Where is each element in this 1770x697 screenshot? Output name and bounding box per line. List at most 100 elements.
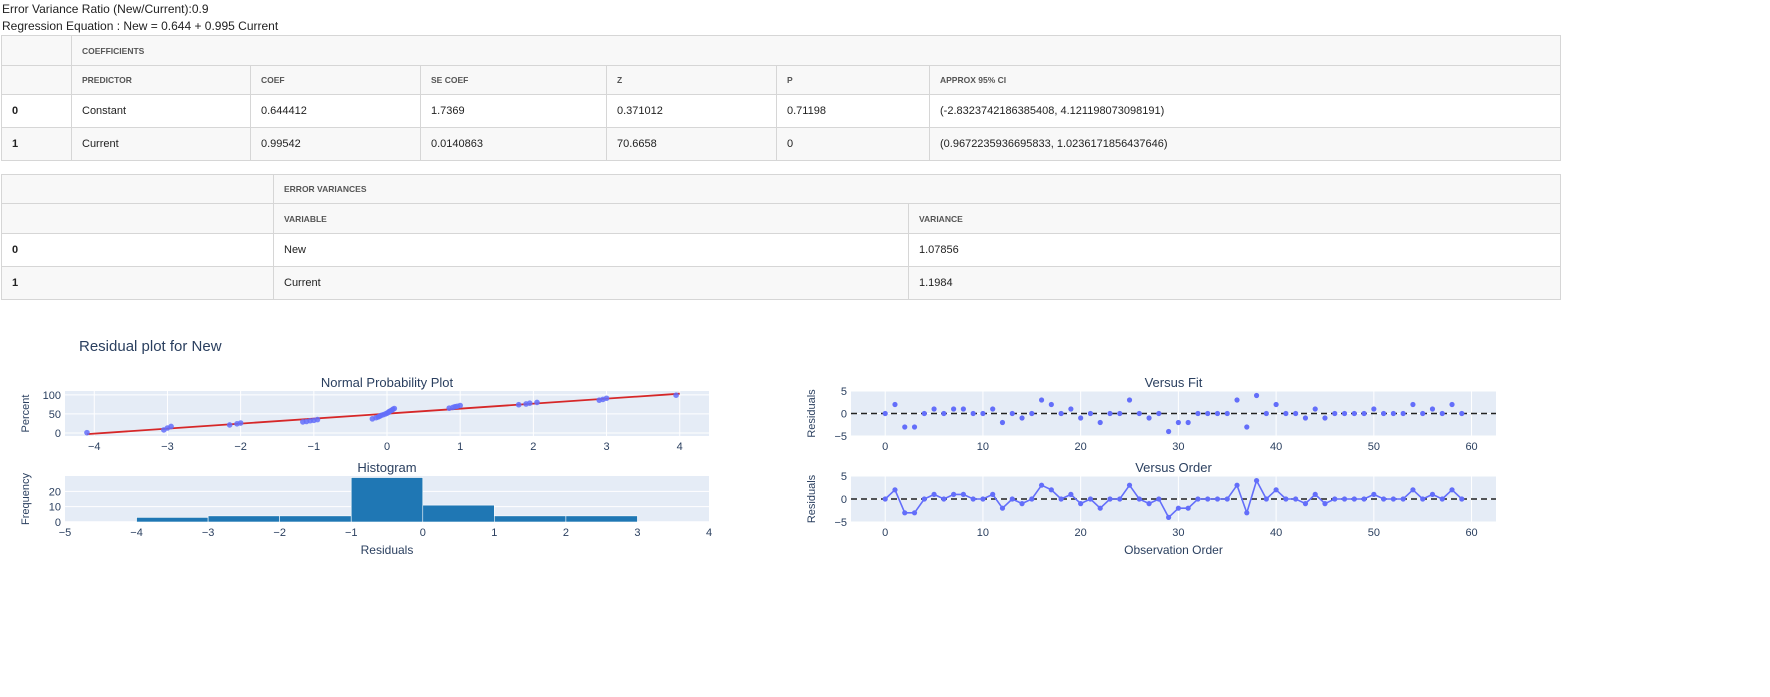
normal-probability-x-tick-label: 4 bbox=[677, 441, 683, 453]
versus-order-point bbox=[1029, 496, 1035, 502]
versus-order-x-tick-label: 0 bbox=[882, 527, 888, 539]
versus-fit-point bbox=[1332, 410, 1338, 417]
versus-fit-point bbox=[1185, 419, 1191, 426]
table-row: 1 Current 1.1984 bbox=[1, 266, 1561, 300]
cell-variable: Current bbox=[273, 266, 909, 300]
versus-order-x-tick-label: 40 bbox=[1270, 527, 1282, 539]
histogram-bar bbox=[350, 477, 424, 523]
versus-fit-point bbox=[892, 401, 898, 408]
versus-fit-x-tick-label: 60 bbox=[1465, 441, 1477, 453]
versus-order-point bbox=[999, 505, 1006, 511]
versus-fit-point bbox=[1273, 401, 1279, 408]
versus-fit-point bbox=[1087, 410, 1094, 417]
versus-order-point bbox=[1078, 501, 1084, 507]
versus-order-point bbox=[951, 491, 957, 497]
versus-fit-y-tick-label: 5 bbox=[841, 386, 847, 398]
cell-predictor: Constant bbox=[71, 94, 251, 128]
versus-fit-point bbox=[931, 406, 937, 412]
versus-fit-title: Versus Fit bbox=[1145, 375, 1203, 390]
versus-order-point bbox=[931, 491, 937, 497]
normal-probability-point bbox=[226, 422, 233, 428]
versus-order-point bbox=[1224, 496, 1230, 502]
versus-fit-point bbox=[1429, 406, 1436, 412]
header-corner bbox=[1, 35, 72, 66]
versus-fit-point bbox=[1146, 415, 1152, 421]
versus-fit-point bbox=[1078, 415, 1084, 421]
histogram-bar bbox=[207, 515, 280, 523]
versus-order-point bbox=[1351, 496, 1357, 502]
versus-fit-point bbox=[980, 410, 986, 417]
regression-equation: Regression Equation : New = 0.644 + 0.99… bbox=[2, 19, 279, 33]
histogram-y-axis-label: Frequency bbox=[20, 473, 32, 525]
column-header-ci: APPROX 95% CI bbox=[929, 65, 1561, 95]
versus-fit-point bbox=[1058, 410, 1064, 417]
versus-order-point bbox=[1273, 487, 1279, 493]
normal-probability-x-tick-label: 3 bbox=[603, 441, 609, 453]
versus-fit-point bbox=[1107, 410, 1113, 417]
normal-probability-point bbox=[314, 416, 321, 423]
versus-fit-point bbox=[1234, 397, 1240, 403]
histogram-x-tick-label: 0 bbox=[420, 527, 426, 539]
header-index-cell bbox=[1, 203, 274, 234]
versus-fit-point bbox=[1195, 410, 1201, 417]
versus-order-x-axis-label: Observation Order bbox=[1124, 543, 1223, 557]
versus-fit-point bbox=[1439, 410, 1445, 417]
versus-order-point bbox=[911, 510, 918, 516]
versus-order-point bbox=[941, 496, 947, 502]
versus-fit-point bbox=[1420, 410, 1426, 417]
versus-fit-point bbox=[1459, 410, 1465, 417]
cell-z: 0.371012 bbox=[606, 94, 777, 128]
versus-fit-x-tick-label: 50 bbox=[1368, 441, 1380, 453]
cell-coef: 0.99542 bbox=[250, 127, 421, 161]
histogram-x-tick-label: 2 bbox=[563, 527, 569, 539]
versus-order-point bbox=[1341, 496, 1348, 502]
column-header-variable: VARIABLE bbox=[273, 203, 909, 234]
normal-probability-point bbox=[534, 399, 540, 406]
cell-coef: 0.644412 bbox=[250, 94, 421, 128]
versus-order-point bbox=[1087, 496, 1094, 502]
versus-order-point bbox=[960, 491, 966, 497]
versus-fit-point bbox=[1361, 410, 1367, 417]
cell-variable: New bbox=[273, 233, 909, 267]
histogram-bar bbox=[494, 515, 567, 523]
versus-fit-point bbox=[921, 410, 927, 417]
versus-fit-point bbox=[1351, 410, 1357, 417]
normal-probability-x-tick-label: 2 bbox=[530, 441, 536, 453]
versus-order-point bbox=[1371, 491, 1377, 497]
normal-probability-x-tick-label: −2 bbox=[234, 441, 247, 453]
versus-fit-point bbox=[1136, 410, 1142, 417]
versus-order-point bbox=[1185, 505, 1191, 511]
column-header-p: P bbox=[776, 65, 930, 95]
versus-fit-point bbox=[999, 419, 1006, 426]
normal-probability-x-tick-label: −3 bbox=[161, 441, 174, 453]
versus-order-x-tick-label: 60 bbox=[1465, 527, 1477, 539]
coefficients-column-header-row: PREDICTOR COEF SE COEF Z P APPROX 95% CI bbox=[1, 65, 1561, 95]
versus-fit-point bbox=[1244, 424, 1250, 430]
versus-fit-point bbox=[1205, 410, 1211, 417]
cell-se-coef: 0.0140863 bbox=[420, 127, 607, 161]
column-header-z: Z bbox=[606, 65, 777, 95]
versus-order-y-tick-label: 5 bbox=[841, 471, 847, 483]
versus-order-point bbox=[1312, 491, 1318, 497]
versus-fit-point bbox=[1322, 415, 1328, 421]
row-index: 1 bbox=[1, 127, 72, 161]
cell-se-coef: 1.7369 bbox=[420, 94, 607, 128]
histogram-x-tick-label: 1 bbox=[491, 527, 497, 539]
versus-fit-point bbox=[1400, 410, 1406, 417]
versus-order-point bbox=[1263, 496, 1269, 502]
versus-order-point bbox=[1420, 496, 1426, 502]
cell-p: 0.71198 bbox=[776, 94, 930, 128]
column-header-coef: COEF bbox=[250, 65, 421, 95]
versus-fit-y-tick-label: 0 bbox=[841, 409, 847, 421]
versus-order-point bbox=[1009, 496, 1015, 502]
versus-order-point bbox=[1410, 487, 1416, 493]
versus-order-point bbox=[1048, 487, 1054, 493]
histogram-bar bbox=[136, 517, 209, 523]
versus-order-point bbox=[990, 491, 996, 497]
normal-probability-y-tick-label: 100 bbox=[43, 390, 61, 402]
error-variance-ratio: Error Variance Ratio (New/Current):0.9 bbox=[2, 2, 209, 16]
versus-fit-point bbox=[1312, 406, 1318, 412]
versus-fit-point bbox=[882, 410, 888, 417]
versus-order-point bbox=[1253, 478, 1260, 484]
versus-fit-point bbox=[1293, 410, 1299, 417]
